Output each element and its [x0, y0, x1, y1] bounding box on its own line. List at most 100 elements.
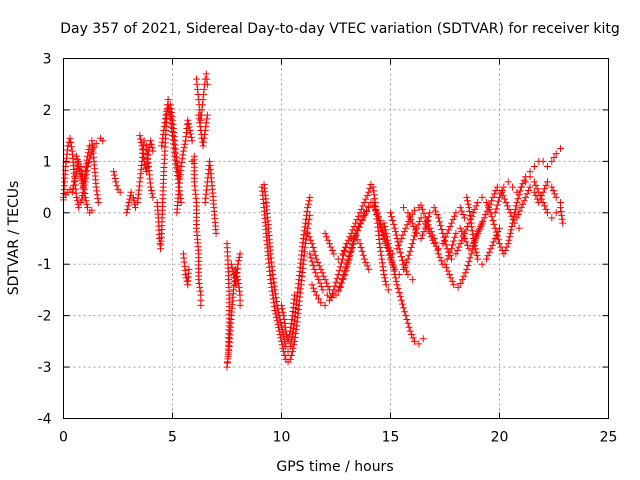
data-point	[433, 211, 441, 218]
data-point	[148, 144, 156, 152]
data-point	[306, 250, 314, 258]
y-tick-label: 2	[43, 103, 52, 119]
data-point	[363, 262, 371, 270]
data-point	[452, 250, 460, 258]
data-point	[559, 219, 567, 227]
data-point	[478, 193, 486, 201]
data-point	[360, 199, 368, 206]
data-point	[140, 154, 148, 161]
data-point	[270, 282, 278, 290]
data-point	[433, 246, 441, 254]
data-point	[138, 142, 146, 150]
data-point	[389, 217, 397, 224]
data-point	[352, 231, 360, 239]
data-point	[519, 180, 527, 188]
data-point	[542, 181, 550, 189]
data-point	[494, 197, 502, 205]
data-point	[93, 191, 101, 199]
data-point	[196, 283, 204, 291]
data-point	[365, 265, 373, 273]
data-point	[391, 224, 399, 232]
data-point	[147, 140, 155, 148]
data-point	[305, 197, 313, 205]
data-point	[388, 213, 396, 221]
data-point	[330, 286, 338, 294]
axis-ticks: 0 5 10 15 20 25 -4 -3 -2 -1 0 1 2 3	[38, 52, 618, 446]
data-point	[288, 336, 296, 344]
data-point	[476, 224, 484, 232]
data-point	[517, 204, 525, 212]
data-point	[463, 193, 471, 201]
data-point	[414, 221, 422, 229]
data-point	[394, 285, 402, 293]
data-point	[420, 210, 428, 218]
data-point	[378, 259, 386, 267]
data-point	[196, 119, 204, 127]
data-point	[506, 229, 514, 237]
data-point	[305, 233, 313, 241]
data-point	[430, 204, 438, 212]
data-point	[387, 253, 395, 261]
data-point	[464, 241, 472, 249]
data-point	[403, 221, 411, 229]
data-point	[340, 247, 348, 254]
data-point	[300, 231, 308, 239]
data-point	[173, 168, 181, 176]
data-point	[127, 188, 135, 196]
data-point	[337, 259, 345, 267]
data-point	[308, 281, 316, 289]
data-point	[81, 178, 89, 186]
data-point	[501, 247, 509, 254]
data-point	[73, 168, 81, 176]
data-point	[307, 254, 315, 262]
data-point	[318, 269, 326, 277]
data-point	[66, 134, 74, 142]
data-point	[315, 276, 323, 284]
data-point	[432, 207, 440, 215]
data-point	[339, 250, 347, 258]
data-point	[552, 150, 560, 158]
data-point	[78, 195, 86, 203]
data-point	[286, 343, 294, 350]
data-point	[391, 271, 399, 278]
y-tick-label: 3	[43, 52, 52, 68]
data-point	[483, 207, 491, 215]
data-point	[402, 312, 410, 320]
data-point	[317, 283, 325, 290]
data-point	[325, 296, 333, 304]
data-point	[344, 236, 352, 244]
data-point	[439, 260, 447, 268]
data-point	[235, 257, 243, 265]
data-point	[541, 202, 549, 210]
data-point	[448, 219, 456, 227]
data-point	[198, 101, 206, 109]
data-point	[321, 229, 329, 237]
data-point	[390, 267, 398, 275]
data-point	[287, 323, 295, 331]
data-point	[478, 219, 486, 227]
data-point	[307, 236, 315, 244]
data-point	[474, 228, 482, 236]
data-point	[464, 197, 472, 205]
data-point	[289, 344, 297, 352]
data-point	[279, 329, 287, 337]
data-point	[187, 133, 195, 141]
data-marks	[60, 70, 567, 371]
data-point	[538, 192, 546, 200]
data-point	[392, 231, 400, 239]
data-point	[417, 235, 425, 242]
data-point	[500, 250, 508, 258]
data-point	[83, 200, 91, 208]
data-point	[147, 187, 155, 194]
data-point	[346, 251, 354, 259]
data-point	[274, 320, 282, 328]
data-point	[272, 313, 280, 321]
grid-layer	[63, 58, 609, 419]
data-point	[272, 310, 280, 318]
data-point	[380, 235, 388, 242]
data-point	[489, 193, 497, 201]
data-point	[503, 243, 511, 251]
data-point	[405, 323, 413, 331]
data-point	[409, 334, 417, 342]
data-point	[130, 197, 138, 205]
